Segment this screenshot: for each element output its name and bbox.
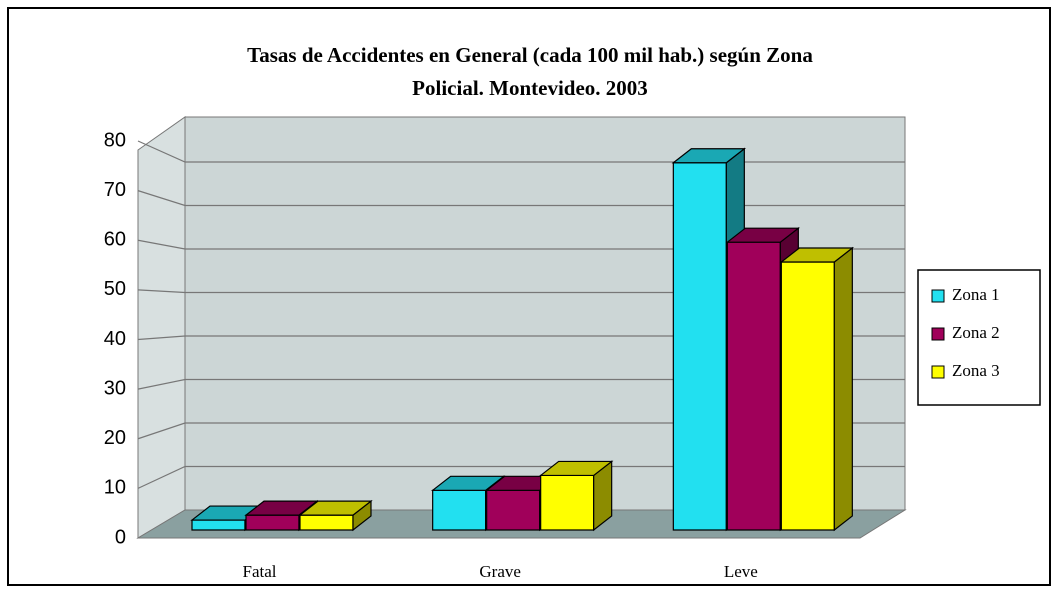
chart-title: Tasas de Accidentes en General (cada 100… [247, 43, 813, 67]
bar-face [672, 162, 727, 531]
legend-swatch [931, 327, 945, 341]
bar [298, 499, 373, 532]
grid-line [137, 465, 905, 489]
bar-face [430, 475, 506, 491]
chart-title: Policial. Montevideo. 2003 [412, 76, 648, 100]
grid-line [137, 378, 905, 390]
bar [538, 460, 614, 532]
bar-face [245, 514, 300, 531]
bar-face [779, 247, 855, 263]
bar-face [432, 489, 487, 531]
y-tick-label: 10 [104, 477, 126, 499]
bar [779, 246, 855, 532]
bar-face [486, 489, 541, 531]
grid-line [137, 422, 905, 440]
bar-face [298, 500, 373, 516]
y-tick-label: 80 [104, 129, 126, 151]
y-tick-label: 40 [104, 328, 126, 350]
x-tick-label: Fatal [243, 562, 277, 581]
bar-face [726, 241, 781, 531]
grid-line [137, 140, 905, 163]
bar-face [671, 148, 747, 164]
legend-label: Zona 2 [952, 323, 1000, 342]
grid-line [137, 190, 905, 207]
legend-swatch [931, 289, 945, 303]
bar-face [540, 474, 595, 531]
bar-face [244, 500, 319, 516]
legend-label: Zona 3 [952, 361, 1000, 380]
y-tick-label: 20 [104, 427, 126, 449]
x-tick-label: Leve [724, 562, 758, 581]
y-tick-label: 70 [104, 179, 126, 201]
bar-face [833, 246, 853, 532]
grid-line [137, 289, 905, 294]
bar-face [725, 227, 801, 243]
y-tick-label: 30 [104, 377, 126, 399]
bar-face [780, 261, 835, 531]
x-tick-label: Grave [479, 562, 521, 581]
grid-line [137, 239, 905, 250]
side-wall [137, 116, 186, 539]
legend-label: Zona 1 [952, 285, 1000, 304]
y-tick-label: 0 [115, 526, 126, 548]
bar-face [191, 519, 246, 531]
y-tick-label: 50 [104, 278, 126, 300]
legend-swatch [931, 365, 945, 379]
bar-face [299, 514, 354, 531]
y-tick-label: 60 [104, 229, 126, 251]
grid-line [137, 335, 905, 341]
bar-face [538, 460, 614, 477]
